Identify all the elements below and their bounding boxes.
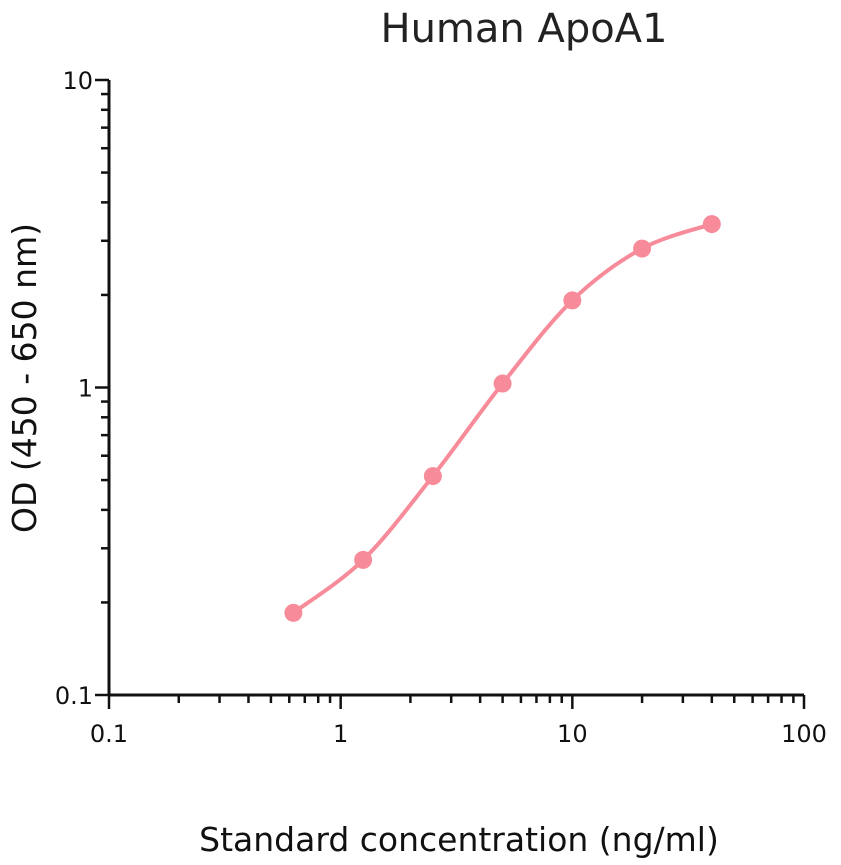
y-tick-label: 0.1 <box>55 682 93 710</box>
chart-title: Human ApoA1 <box>380 6 667 52</box>
y-tick-label: 1 <box>78 375 93 403</box>
x-tick-label: 0.1 <box>90 720 128 748</box>
x-tick-label: 100 <box>781 720 827 748</box>
axis-ticks <box>95 78 806 709</box>
x-tick-label: 10 <box>557 720 588 748</box>
axis-tick-labels: 0.1 1 10 100 0.1 1 10 <box>55 67 827 748</box>
x-tick-label: 1 <box>333 720 348 748</box>
y-tick-label: 10 <box>62 67 93 95</box>
data-series <box>284 215 721 622</box>
axes <box>107 80 804 697</box>
data-point <box>284 603 303 622</box>
data-point <box>354 550 373 569</box>
data-point <box>633 239 652 258</box>
y-axis-label: OD (450 - 650 nm) <box>5 223 44 533</box>
data-point <box>493 374 512 393</box>
data-point <box>702 215 721 234</box>
data-point <box>423 467 442 486</box>
data-point <box>563 291 582 310</box>
x-axis-label: Standard concentration (ng/ml) <box>199 820 719 859</box>
